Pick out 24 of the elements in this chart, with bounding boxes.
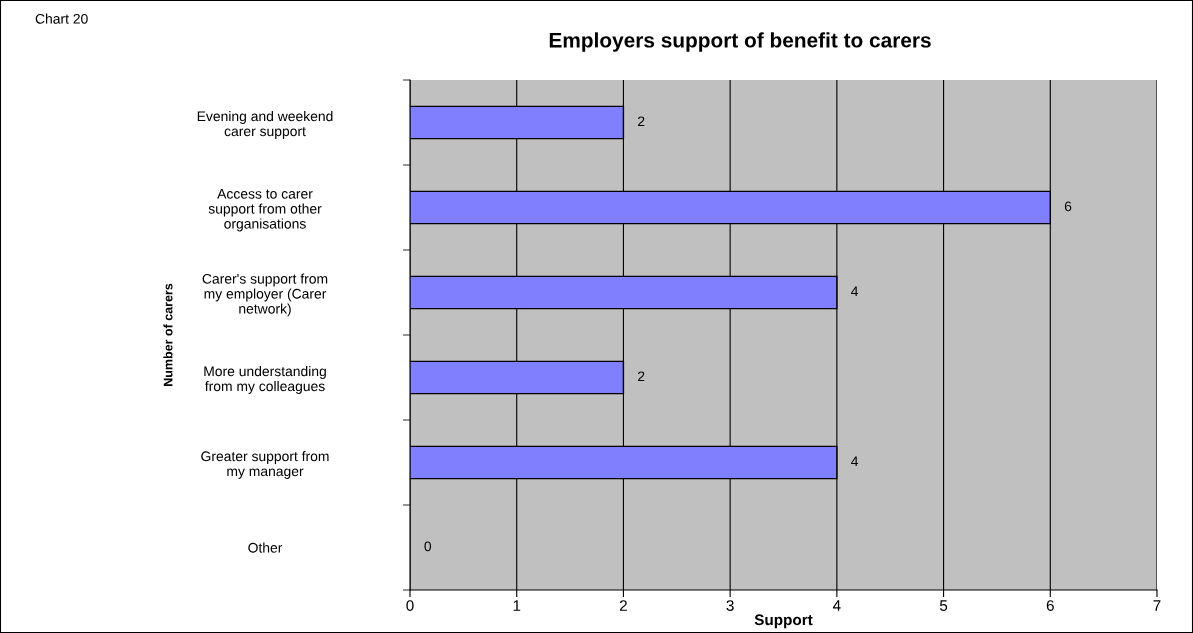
- y-tick-label: Greater support from my manager: [201, 451, 329, 479]
- y-axis-title: Number of carers: [163, 283, 173, 386]
- y-tick-label: More understanding from my colleagues: [204, 365, 326, 394]
- data-label: 4: [851, 456, 859, 467]
- x-tick-label: 4: [832, 600, 841, 611]
- data-label: 0: [424, 541, 432, 552]
- x-tick-label: 2: [619, 600, 627, 611]
- data-label: 6: [1064, 201, 1072, 212]
- y-tick-label: Other: [248, 542, 283, 553]
- x-tick-label: 1: [513, 600, 521, 611]
- data-label: 2: [638, 371, 645, 382]
- x-axis-title: Support: [754, 614, 813, 629]
- x-tick-label: 3: [726, 600, 734, 611]
- y-tick-label: Evening and weekend carer support: [197, 110, 333, 139]
- x-tick-label: 6: [1046, 600, 1054, 611]
- data-label: 4: [851, 286, 859, 297]
- chart-title: Employers support of benefit to carers: [549, 32, 931, 52]
- y-tick-label: Carer's support from my employer (Carer network): [202, 273, 328, 317]
- x-tick-label: 0: [406, 600, 414, 611]
- caption: Chart 20: [35, 13, 88, 24]
- x-tick-label: 5: [939, 600, 948, 611]
- data-label: 2: [638, 116, 645, 127]
- y-tick-label: Access to carer support from other organisations: [208, 189, 322, 232]
- x-tick-label: 7: [1153, 600, 1161, 611]
